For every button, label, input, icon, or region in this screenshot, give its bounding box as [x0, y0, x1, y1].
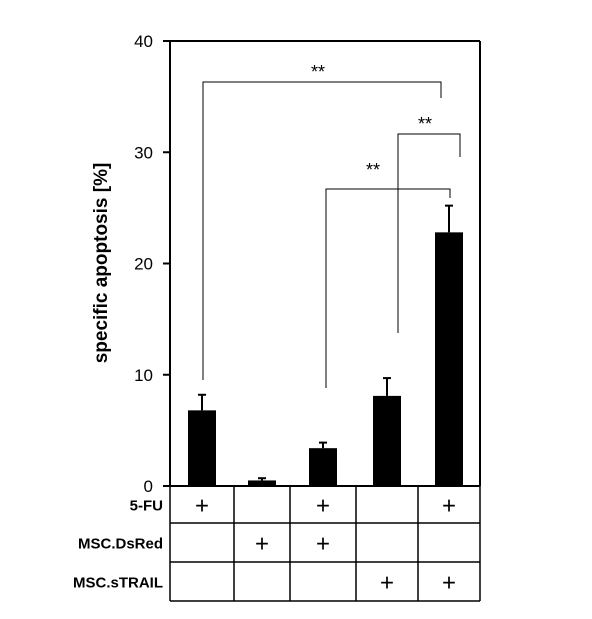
y-tick-label: 10	[134, 366, 153, 385]
y-tick-label: 40	[134, 32, 153, 51]
condition-mark: +	[195, 493, 209, 520]
condition-row-label: 5-FU	[130, 498, 163, 515]
y-tick-label: 0	[144, 477, 153, 496]
condition-mark: +	[255, 531, 269, 558]
condition-table: 5-FU + + + MSC.DsRed + + MSC.sTRAIL + +	[73, 485, 481, 602]
y-tick-label: 30	[134, 143, 153, 162]
bar	[309, 448, 337, 486]
condition-row-label: MSC.sTRAIL	[73, 575, 163, 592]
significance-bracket	[325, 188, 451, 388]
y-ticks: 0 10 20 30 40	[134, 32, 170, 496]
bars	[188, 232, 463, 486]
significance-bracket	[397, 133, 461, 333]
condition-mark: +	[316, 531, 330, 558]
condition-row-label: MSC.DsRed	[78, 536, 163, 553]
bar	[188, 410, 216, 486]
axes	[169, 40, 481, 487]
condition-mark: +	[442, 493, 456, 520]
condition-mark: +	[316, 493, 330, 520]
bar	[248, 480, 276, 486]
condition-mark: +	[442, 570, 456, 597]
significance-bracket	[202, 81, 442, 380]
y-axis-label: specific apoptosis [%]	[91, 163, 112, 364]
significance-label: **	[366, 160, 380, 180]
bar	[373, 395, 401, 486]
y-tick-label: 20	[134, 255, 153, 274]
significance-label: **	[311, 62, 325, 82]
error-bars	[198, 204, 453, 481]
condition-mark: +	[380, 570, 394, 597]
significance-brackets: ** ** **	[202, 62, 461, 388]
significance-label: **	[418, 114, 432, 134]
bar	[435, 232, 463, 486]
